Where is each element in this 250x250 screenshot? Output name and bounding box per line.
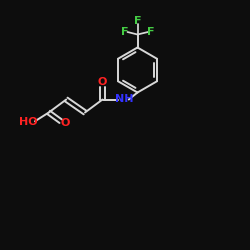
Text: NH: NH (114, 94, 133, 104)
Text: F: F (120, 27, 128, 37)
Text: F: F (148, 27, 155, 37)
Text: F: F (134, 16, 141, 26)
Text: O: O (60, 118, 70, 128)
Text: O: O (98, 77, 107, 87)
Text: HO: HO (19, 118, 37, 128)
